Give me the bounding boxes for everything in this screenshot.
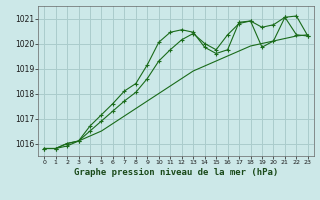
X-axis label: Graphe pression niveau de la mer (hPa): Graphe pression niveau de la mer (hPa) xyxy=(74,168,278,177)
